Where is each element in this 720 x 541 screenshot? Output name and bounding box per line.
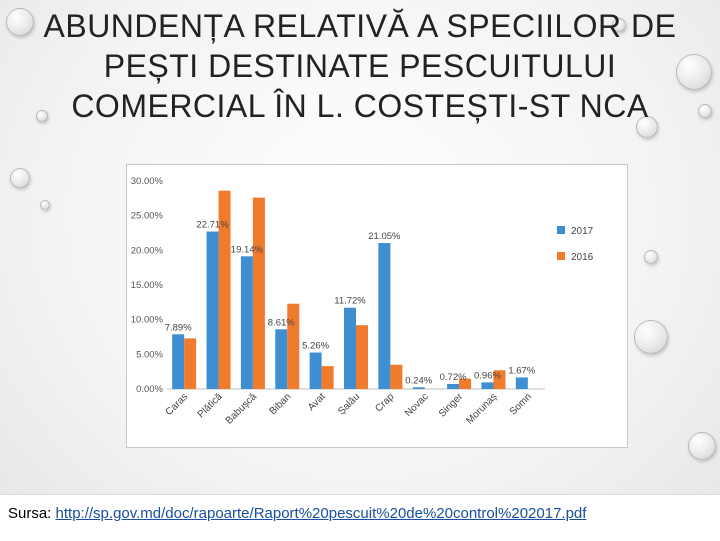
bar-2016 bbox=[252, 197, 265, 389]
legend-swatch-2016 bbox=[557, 252, 565, 260]
data-label-2017: 21.05% bbox=[368, 231, 401, 242]
bar-2017 bbox=[240, 256, 253, 389]
bar-2017 bbox=[275, 329, 288, 389]
y-tick-label: 0.00% bbox=[136, 384, 163, 395]
data-label-2017: 0.24% bbox=[405, 375, 432, 386]
data-label-2017: 5.26% bbox=[302, 341, 329, 352]
category-label: Singer bbox=[437, 391, 466, 420]
source-label: Sursa: bbox=[8, 505, 52, 522]
source-text: Sursa: http://sp.gov.md/doc/rapoarte/Rap… bbox=[8, 505, 586, 522]
data-label-2017: 22.71% bbox=[196, 220, 229, 231]
water-drop-decoration bbox=[40, 200, 50, 210]
category-label: Caras bbox=[164, 391, 191, 418]
category-label: Morunaș bbox=[464, 391, 499, 426]
source-footer: Sursa: http://sp.gov.md/doc/rapoarte/Rap… bbox=[0, 494, 720, 541]
bar-2017 bbox=[172, 334, 185, 389]
water-drop-decoration bbox=[612, 18, 626, 32]
bar-2017 bbox=[378, 243, 391, 389]
y-tick-label: 5.00% bbox=[136, 349, 163, 360]
y-tick-label: 20.00% bbox=[131, 245, 164, 256]
bar-2016 bbox=[184, 338, 197, 389]
data-label-2017: 1.67% bbox=[508, 365, 535, 376]
water-drop-decoration bbox=[36, 110, 48, 122]
data-label-2017: 7.89% bbox=[165, 322, 192, 333]
water-drop-decoration bbox=[676, 54, 712, 90]
data-label-2017: 19.14% bbox=[231, 244, 264, 255]
y-tick-label: 15.00% bbox=[131, 280, 164, 291]
y-tick-label: 30.00% bbox=[131, 176, 164, 187]
category-label: Plătică bbox=[196, 391, 225, 420]
legend-label-2016: 2016 bbox=[571, 252, 594, 263]
water-drop-decoration bbox=[634, 320, 668, 354]
legend-label-2017: 2017 bbox=[571, 226, 594, 237]
data-label-2017: 8.61% bbox=[268, 317, 295, 328]
bar-2017 bbox=[515, 377, 528, 389]
category-label: Șalău bbox=[336, 391, 362, 417]
bar-2016 bbox=[321, 366, 334, 389]
bar-2017 bbox=[309, 352, 322, 389]
bar-2016 bbox=[493, 370, 506, 389]
water-drop-decoration bbox=[644, 250, 658, 264]
bar-chart-svg: 0.00% 5.00% 10.00% 15.00% 20.00% 25.00% 30.00%… bbox=[131, 176, 594, 427]
bar-2017 bbox=[481, 382, 494, 389]
slide-title: ABUNDENȚA RELATIVĂ A SPECIILOR DE PEȘTI … bbox=[43, 8, 677, 124]
water-drop-decoration bbox=[10, 168, 30, 188]
bar-2016 bbox=[218, 190, 231, 389]
water-drop-decoration bbox=[636, 116, 658, 138]
source-link[interactable]: http://sp.gov.md/doc/rapoarte/Raport%20p… bbox=[55, 505, 587, 522]
bar-2017 bbox=[206, 231, 219, 389]
y-tick-label: 10.00% bbox=[131, 315, 164, 326]
category-label: Crap bbox=[373, 391, 396, 414]
bar-2016 bbox=[390, 364, 403, 389]
data-label-2017: 0.96% bbox=[474, 370, 501, 381]
bar-chart: 0.00% 5.00% 10.00% 15.00% 20.00% 25.00% 30.00%… bbox=[126, 164, 628, 448]
bar-2017 bbox=[344, 307, 356, 389]
bar-2016 bbox=[356, 325, 368, 389]
category-label: Babușcă bbox=[224, 391, 260, 427]
bar-2016 bbox=[459, 378, 472, 389]
bar-2016 bbox=[287, 303, 300, 389]
data-label-2017: 0.72% bbox=[440, 372, 467, 383]
water-drop-decoration bbox=[698, 104, 712, 118]
y-tick-label: 25.00% bbox=[131, 211, 164, 222]
category-label: Novac bbox=[403, 391, 431, 419]
category-label: Avat bbox=[306, 391, 328, 413]
category-label: Biban bbox=[268, 391, 294, 417]
bar-2017 bbox=[412, 387, 425, 389]
water-drop-decoration bbox=[688, 432, 716, 460]
water-drop-decoration bbox=[6, 8, 34, 36]
data-label-2017: 11.72% bbox=[334, 296, 366, 307]
category-label: Somn bbox=[508, 391, 534, 417]
bar-2017 bbox=[447, 384, 460, 389]
legend-swatch-2017 bbox=[557, 226, 565, 234]
